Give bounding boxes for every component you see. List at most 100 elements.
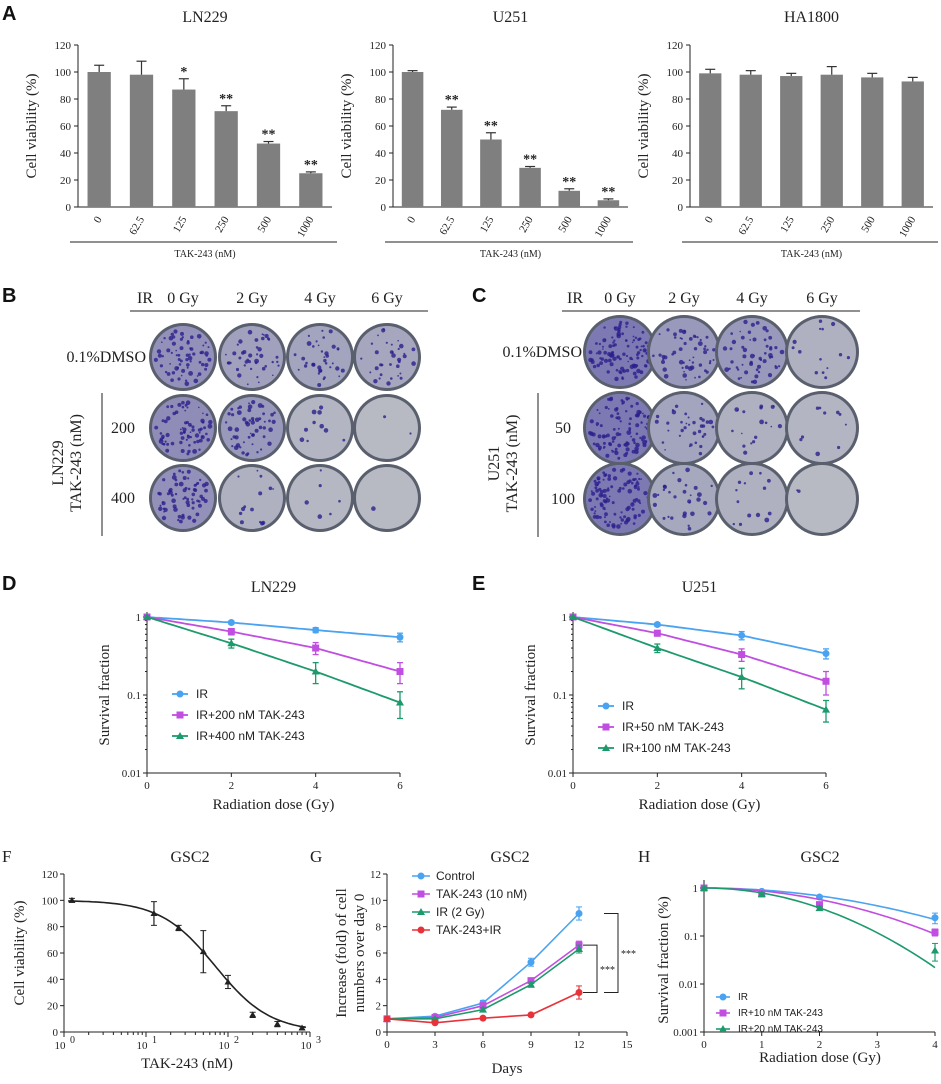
colony bbox=[191, 506, 195, 510]
colony bbox=[623, 482, 628, 487]
colony bbox=[770, 425, 773, 428]
y-tick-label: 10 bbox=[370, 895, 382, 907]
colony bbox=[743, 482, 747, 485]
colony bbox=[374, 350, 379, 355]
y-tick-label: 0.01 bbox=[548, 768, 567, 780]
colony bbox=[607, 477, 612, 481]
colony bbox=[625, 321, 629, 325]
x-tick-label: 500 bbox=[859, 214, 878, 235]
fit-line bbox=[146, 616, 401, 673]
y-tick-label: 0 bbox=[53, 1027, 59, 1039]
colony bbox=[599, 361, 603, 365]
y-tick-label: 120 bbox=[667, 40, 684, 52]
colony bbox=[592, 442, 596, 446]
colony bbox=[799, 438, 803, 442]
colony bbox=[699, 338, 702, 342]
colony bbox=[663, 374, 669, 379]
colony bbox=[818, 319, 823, 323]
group-label: TAK-243 (nM) bbox=[68, 414, 85, 512]
colony bbox=[239, 520, 244, 525]
colony bbox=[837, 445, 841, 450]
colony bbox=[609, 396, 614, 401]
culture-plate bbox=[583, 462, 657, 536]
colony bbox=[749, 471, 753, 476]
colony bbox=[636, 368, 641, 374]
colony bbox=[237, 475, 240, 478]
colony bbox=[759, 471, 762, 475]
y-axis-label: Cell viability (%) bbox=[24, 74, 40, 179]
y-tick-label: 100 bbox=[42, 895, 59, 907]
colony bbox=[636, 480, 639, 483]
colony bbox=[657, 493, 660, 496]
colony bbox=[602, 345, 604, 348]
group-label: U251 bbox=[486, 446, 503, 482]
colony bbox=[602, 441, 606, 445]
colony bbox=[598, 515, 602, 519]
colony bbox=[371, 506, 376, 511]
x-tick-label: 125 bbox=[171, 214, 190, 235]
panel-b-colony-plates: IR 0 Gy 2 Gy 4 Gy 6 Gy 0.1%DMSO 200 400 LN229 TAK… bbox=[50, 290, 428, 536]
data-point bbox=[815, 904, 824, 912]
colony bbox=[836, 410, 840, 415]
colony bbox=[186, 469, 191, 474]
colony bbox=[620, 511, 623, 514]
colony bbox=[186, 434, 190, 437]
colony bbox=[261, 404, 265, 408]
colony bbox=[681, 366, 684, 369]
colony bbox=[179, 431, 184, 435]
colony bbox=[821, 371, 825, 374]
colony bbox=[625, 507, 630, 512]
plate-well bbox=[788, 318, 856, 386]
colony bbox=[198, 360, 202, 364]
bar bbox=[699, 73, 722, 207]
colony bbox=[710, 484, 713, 488]
colony bbox=[688, 359, 691, 362]
colony bbox=[169, 363, 172, 365]
colony bbox=[734, 407, 739, 412]
fit-line bbox=[146, 616, 401, 639]
colony bbox=[192, 488, 197, 492]
colony bbox=[631, 341, 634, 344]
colony bbox=[684, 365, 689, 370]
culture-plate bbox=[286, 464, 354, 532]
colony bbox=[621, 332, 624, 336]
culture-plate bbox=[286, 323, 354, 391]
colony bbox=[692, 431, 697, 436]
colony bbox=[642, 344, 645, 348]
concentration-label: 200 bbox=[111, 420, 135, 437]
colony bbox=[815, 406, 820, 410]
colony bbox=[705, 335, 709, 339]
colony bbox=[272, 374, 274, 377]
colony bbox=[251, 443, 254, 446]
colony bbox=[247, 404, 253, 410]
legend-label: IR+200 nM TAK-243 bbox=[196, 708, 305, 722]
colony bbox=[318, 484, 322, 488]
colony bbox=[188, 422, 192, 427]
x-tick-label: 10 bbox=[137, 1040, 149, 1052]
colony bbox=[184, 409, 187, 412]
colony bbox=[617, 327, 621, 332]
colony bbox=[264, 365, 268, 368]
data-point bbox=[575, 910, 583, 917]
colony bbox=[629, 364, 635, 370]
colony bbox=[157, 353, 162, 358]
colony bbox=[250, 507, 254, 512]
colony bbox=[411, 361, 416, 366]
colony bbox=[231, 445, 234, 448]
y-tick-label: 80 bbox=[47, 922, 59, 934]
colony bbox=[261, 333, 264, 336]
colony bbox=[239, 446, 242, 449]
colony bbox=[238, 511, 243, 516]
colony bbox=[770, 404, 775, 409]
colony bbox=[815, 451, 820, 457]
data-point bbox=[383, 1015, 391, 1023]
colony bbox=[614, 450, 619, 456]
x-tick-label: 1000 bbox=[593, 214, 615, 239]
colony bbox=[204, 341, 207, 344]
y-tick-label: 0 bbox=[376, 1027, 382, 1039]
colony bbox=[763, 338, 767, 342]
colony bbox=[191, 498, 194, 501]
colony bbox=[639, 436, 642, 440]
data-point bbox=[199, 948, 207, 955]
